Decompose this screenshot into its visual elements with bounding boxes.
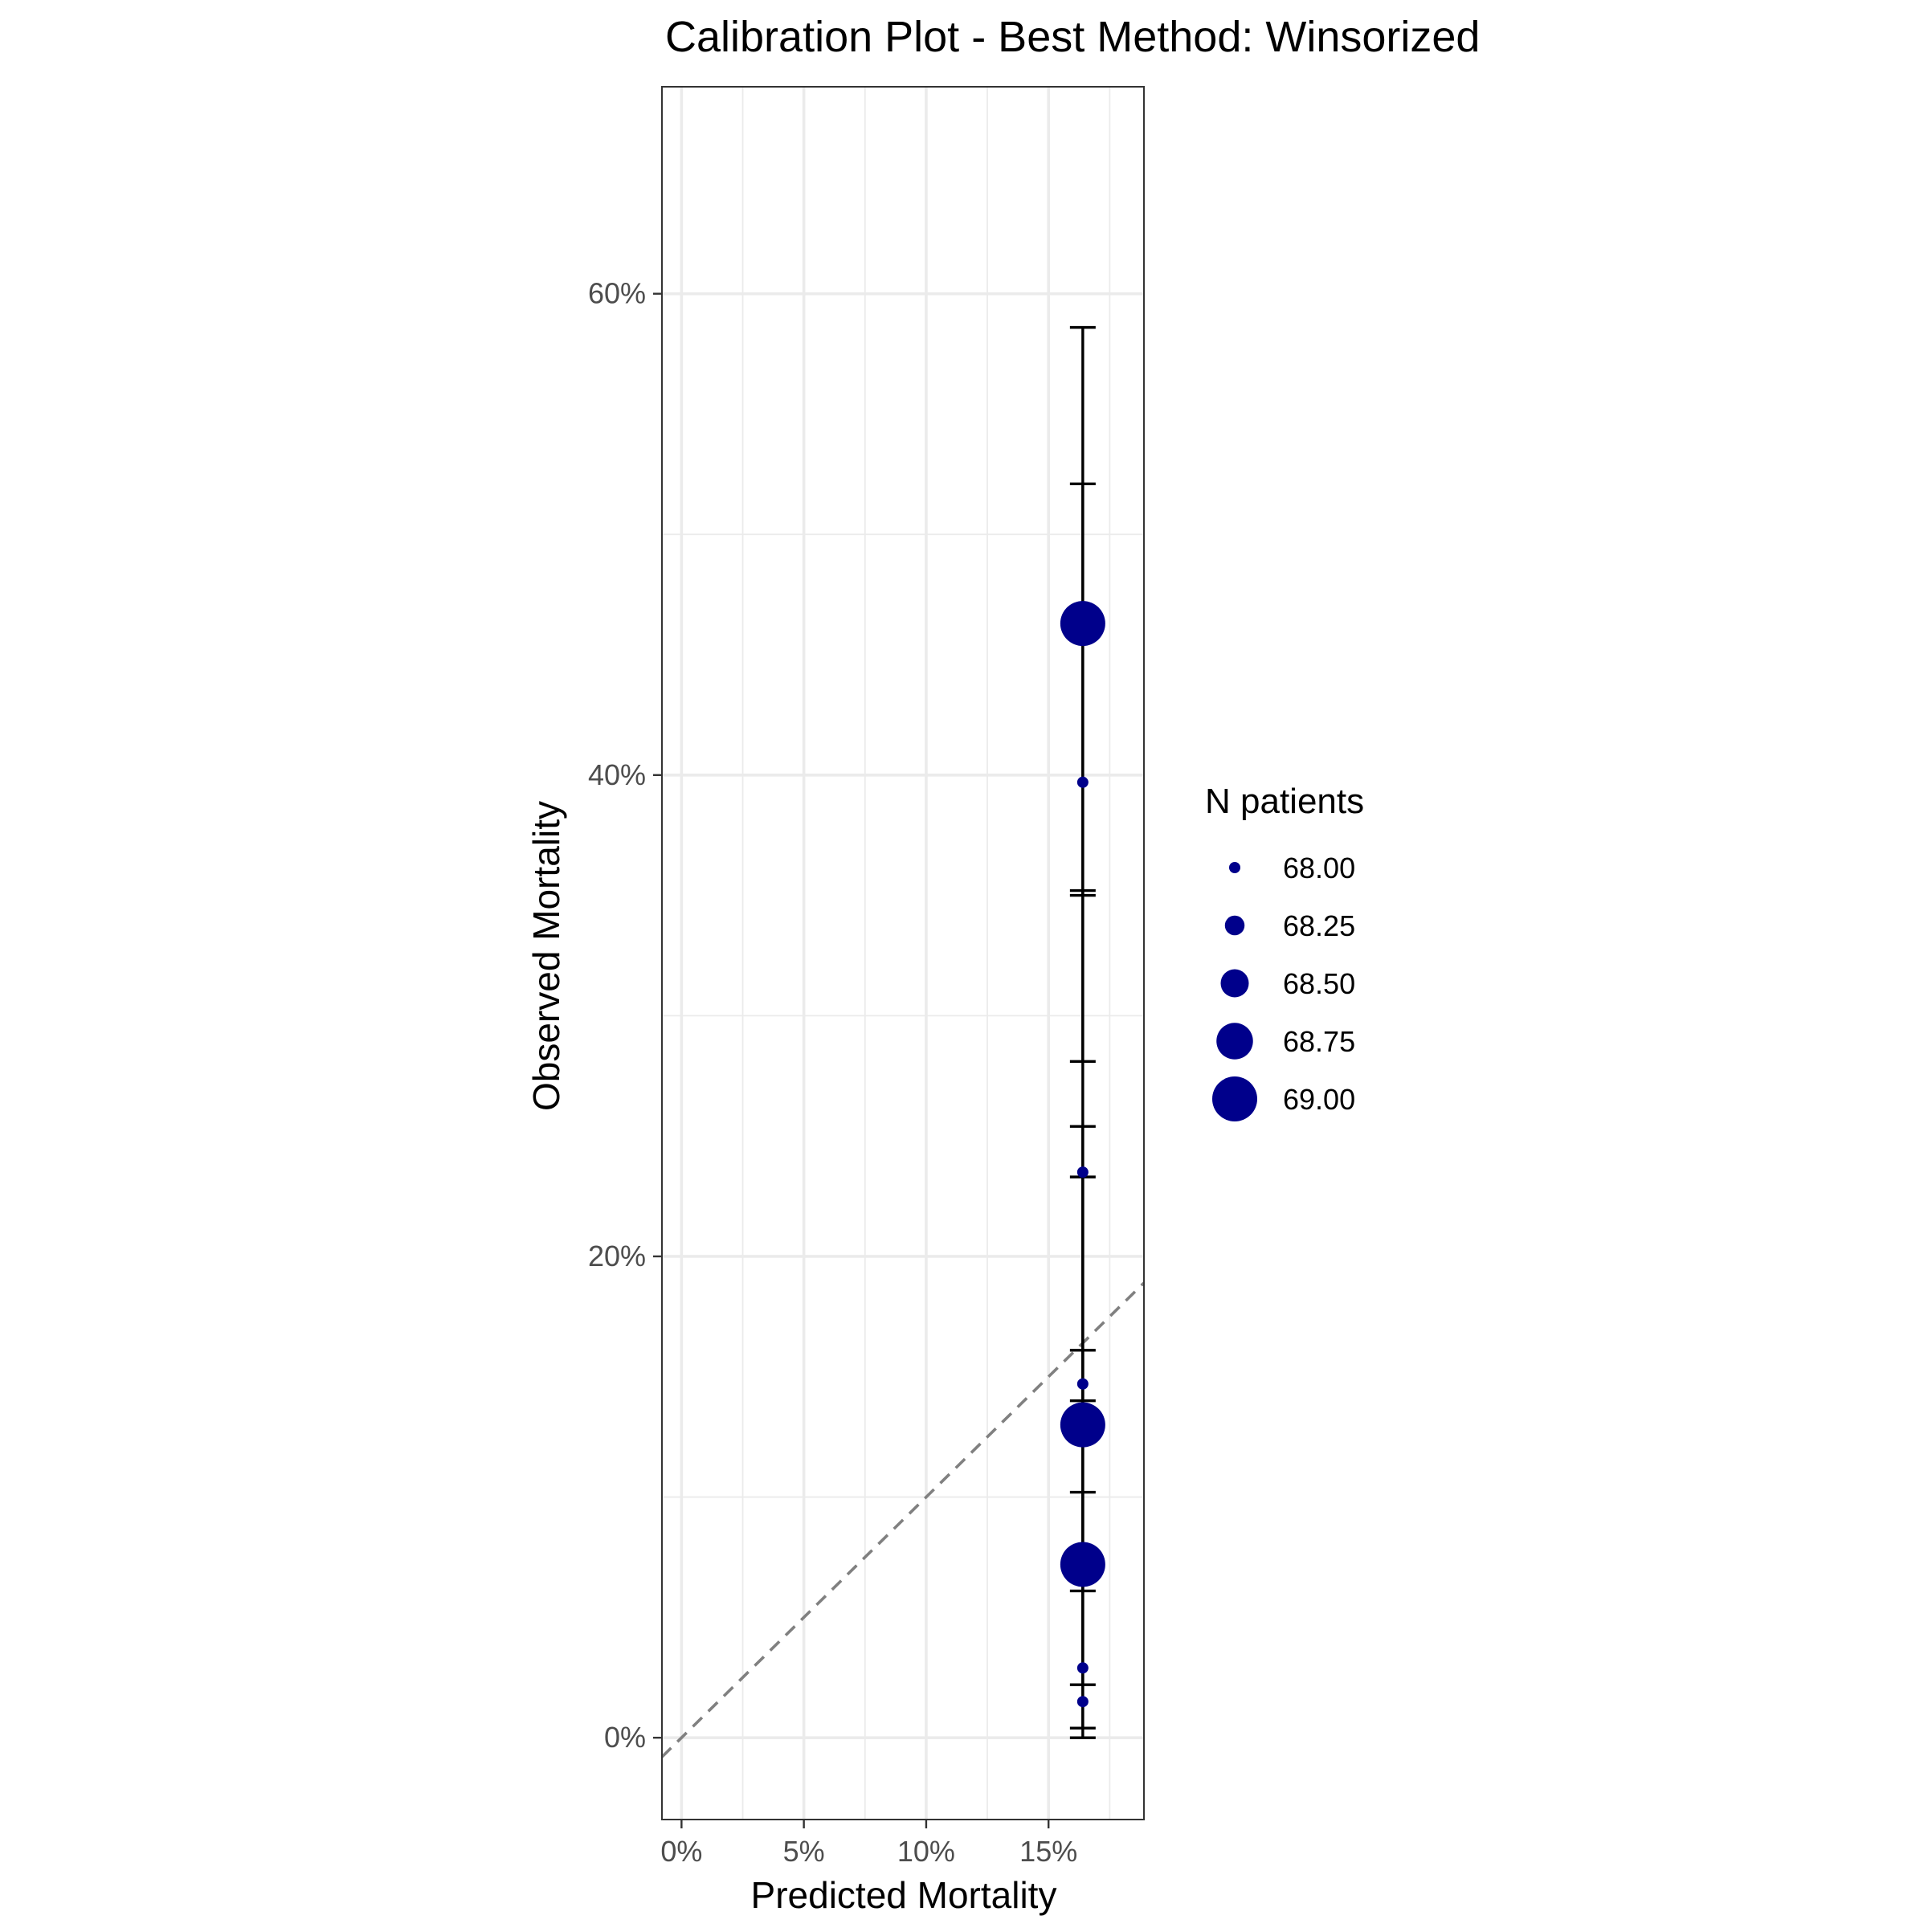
y-axis-title: Observed Mortality [525,801,567,1111]
data-point [1076,1166,1089,1178]
legend-title: N patients [1205,782,1364,821]
data-point [1060,1402,1105,1448]
y-tick-label: 20% [588,1240,646,1272]
y-tick-label: 60% [588,277,646,310]
legend-label: 68.50 [1283,967,1355,1000]
data-point [1076,1378,1089,1390]
x-tick-label: 10% [897,1835,955,1868]
x-tick-label: 15% [1019,1835,1077,1868]
reference-line [662,1281,1144,1758]
legend-key [1212,1076,1257,1121]
legend-key [1216,1023,1253,1060]
y-tick-label: 0% [604,1721,646,1754]
legend-label: 68.75 [1283,1025,1355,1058]
data-point [1076,776,1089,788]
data-point [1076,1696,1089,1708]
x-tick-label: 5% [783,1835,825,1868]
legend-label: 68.00 [1283,852,1355,884]
legend-label: 69.00 [1283,1083,1355,1116]
x-axis-title: Predicted Mortality [751,1874,1057,1916]
data-point [1076,1662,1089,1674]
chart-title: Calibration Plot - Best Method: Winsoriz… [665,13,1480,61]
x-tick-label: 0% [660,1835,702,1868]
plot-panel: 0% 20% 40% 60% 0% 5% 10% 15% [588,86,1145,1868]
legend-key [1229,862,1240,873]
data-point [1060,601,1105,647]
data-point [1060,1542,1105,1587]
legend-label: 68.25 [1283,909,1355,942]
y-tick-label: 40% [588,758,646,791]
panel-border [661,86,1145,1820]
legend: 68.00 68.25 68.50 68.75 69.00 [1212,852,1355,1121]
legend-key [1220,969,1249,998]
legend-key [1224,915,1245,936]
